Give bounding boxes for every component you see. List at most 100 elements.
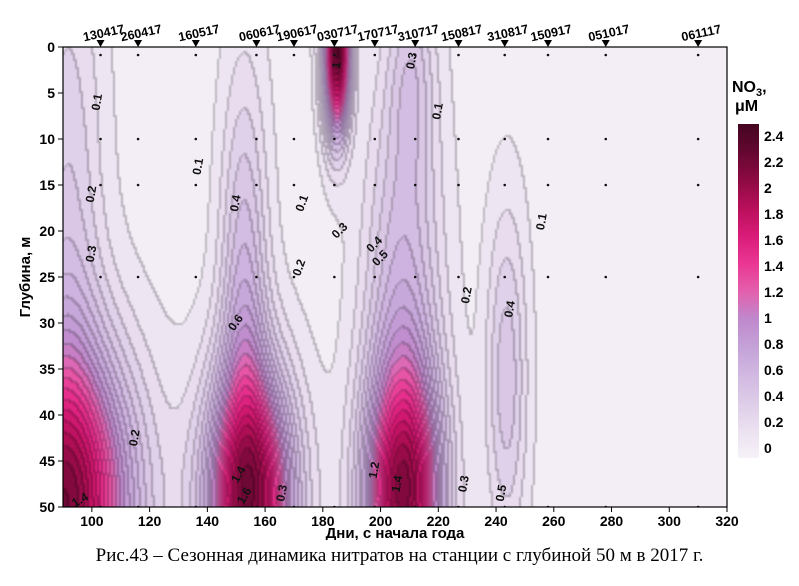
sample-point xyxy=(457,137,460,141)
sample-point xyxy=(696,183,700,187)
x-tick-label: 200 xyxy=(369,513,393,529)
sample-point xyxy=(255,183,258,187)
station-marker xyxy=(134,40,143,47)
x-tick-label: 100 xyxy=(80,513,104,529)
y-tick-label: 50 xyxy=(39,499,55,515)
sample-point xyxy=(503,183,507,187)
x-tick-label: 140 xyxy=(196,513,220,529)
sample-point xyxy=(99,137,102,141)
sample-point xyxy=(99,53,102,57)
sample-point xyxy=(292,275,296,279)
contour-label: 0.1 xyxy=(533,212,550,231)
nitrate-contour-field xyxy=(63,47,727,507)
contour-label: 0.2 xyxy=(126,428,143,447)
contour-labels: 0.10.20.30.10.40.60.10.20.30.40.51 0.30.1… xyxy=(69,51,550,510)
contour-label: 0.3 xyxy=(273,483,290,502)
x-axis: 100 120 140 160 180 200 220 240 260 280 300 320 xyxy=(80,507,739,529)
station-marker xyxy=(454,40,463,47)
contour-label: 1.4 xyxy=(389,474,406,493)
x-tick-label: 260 xyxy=(542,513,566,529)
contour-label: 0.1 xyxy=(88,92,105,111)
colorbar-tick-label: 2.2 xyxy=(764,154,784,170)
sample-point xyxy=(546,53,550,57)
contour-label: 0.3 xyxy=(455,474,472,493)
contour-label: 0.3 xyxy=(83,244,100,263)
y-tick-label: 15 xyxy=(39,177,55,193)
sample-point xyxy=(373,183,377,187)
station-marker xyxy=(544,40,553,47)
y-tick-label: 45 xyxy=(39,453,55,469)
station-marker xyxy=(191,40,200,47)
colorbar-tick-labels: 0 0.2 0.4 0.6 0.8 1 1.2 1.4 1.6 1.8 2 2.2 2.4 xyxy=(764,128,784,456)
contour-label: 0.4 xyxy=(227,194,244,213)
sample-point xyxy=(333,275,336,279)
sample-point xyxy=(194,53,198,57)
colorbar-unit: μM xyxy=(735,98,758,115)
contour-label: 0.4 xyxy=(501,299,518,318)
colorbar-tick-label: 2 xyxy=(764,180,772,196)
sample-point xyxy=(696,53,700,57)
sample-point xyxy=(546,137,550,141)
y-axis-label: Глубина, м xyxy=(17,237,34,318)
colorbar-tick-label: 1 xyxy=(764,310,772,326)
contour-label: 0.1 xyxy=(190,157,207,176)
sample-point xyxy=(413,183,417,187)
sample-point xyxy=(373,53,377,57)
station-marker xyxy=(289,40,298,47)
x-tick-label: 180 xyxy=(311,513,335,529)
sample-point xyxy=(546,183,550,187)
y-axis: 0 5 10 15 20 25 30 35 40 45 50 xyxy=(39,39,63,515)
y-tick-label: 30 xyxy=(39,315,55,331)
y-tick-label: 40 xyxy=(39,407,55,423)
sample-point xyxy=(503,137,507,141)
colorbar-gradient xyxy=(738,124,759,458)
contour-label: 0.3 xyxy=(403,51,420,70)
station-marker xyxy=(252,40,261,47)
sample-point xyxy=(503,53,507,57)
y-tick-label: 10 xyxy=(39,131,55,147)
colorbar-tick-label: 0.8 xyxy=(764,336,784,352)
station-marker xyxy=(411,40,420,47)
contour-label: 0.1 xyxy=(429,102,446,121)
x-tick-label: 300 xyxy=(658,513,682,529)
contour-label: 0.2 xyxy=(458,286,475,305)
sample-point xyxy=(292,183,296,187)
x-tick-label: 280 xyxy=(600,513,624,529)
sample-point xyxy=(696,137,700,141)
x-axis-label: Дни, с начала года xyxy=(326,525,465,540)
sample-point xyxy=(696,275,700,279)
sample-point xyxy=(333,183,336,187)
station-marker xyxy=(370,40,379,47)
colorbar-tick-label: 0 xyxy=(764,440,772,456)
figure-caption: Рис.43 – Сезонная динамика нитратов на с… xyxy=(95,545,704,566)
contour-label: 1 xyxy=(329,60,344,69)
sample-point xyxy=(194,183,198,187)
sample-point xyxy=(503,275,507,279)
sample-point xyxy=(255,137,258,141)
colorbar-tick-label: 2.4 xyxy=(764,128,784,144)
sample-point xyxy=(136,137,140,141)
plot-area: 0.10.20.30.10.40.60.10.20.30.40.51 0.30.1… xyxy=(62,46,728,510)
sample-point xyxy=(604,275,608,279)
colorbar-tick-label: 1.8 xyxy=(764,206,784,222)
sample-point xyxy=(457,53,460,57)
station-marker xyxy=(96,40,105,47)
contour-chart: 0.1 0.2 0.3 0.1 0.4 0.6 0.1 0.2 0.3 0.4 0.5 1 0.3 0.1… xyxy=(17,22,784,540)
sample-point xyxy=(194,275,198,279)
colorbar-tick-label: 0.6 xyxy=(764,362,784,378)
sample-point xyxy=(413,137,417,141)
sample-point xyxy=(194,137,198,141)
sample-point xyxy=(413,275,417,279)
x-tick-label: 120 xyxy=(138,513,162,529)
y-tick-label: 20 xyxy=(39,223,55,239)
sample-point xyxy=(457,183,460,187)
sample-point xyxy=(136,275,140,279)
station-marker xyxy=(601,40,610,47)
x-tick-label: 320 xyxy=(715,513,739,529)
colorbar-title-subscript: 3 xyxy=(756,87,762,99)
sample-points xyxy=(99,53,700,507)
sample-point xyxy=(604,137,608,141)
sample-point xyxy=(373,137,377,141)
sample-point xyxy=(136,53,140,57)
